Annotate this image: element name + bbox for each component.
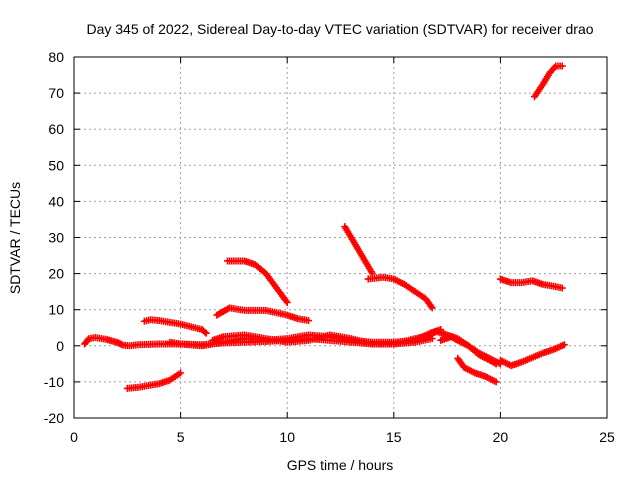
series-track-11	[437, 333, 504, 368]
y-tick-label: 80	[48, 49, 64, 65]
y-axis-label: SDTVAR / TECUs	[7, 182, 23, 294]
data-point	[492, 378, 500, 386]
x-axis-label: GPS time / hours	[287, 457, 394, 473]
data-point	[558, 62, 566, 70]
data-point	[201, 328, 209, 336]
series-track-4	[140, 316, 210, 337]
tick-labels: 0 5 10 15 20 25 -20 -10 0 10 20 30 40 50 60 70 80	[44, 49, 615, 445]
series-track-8	[341, 223, 376, 278]
y-tick-label: 30	[48, 230, 64, 246]
x-tick-label: 15	[386, 429, 402, 445]
data-point	[427, 302, 435, 310]
y-tick-label: 60	[48, 121, 64, 137]
chart-title: Day 345 of 2022, Sidereal Day-to-day VTE…	[86, 21, 593, 37]
x-tick-label: 0	[70, 429, 78, 445]
y-tick-label: -20	[44, 410, 64, 426]
data-point	[428, 304, 436, 312]
data-point	[305, 317, 313, 325]
y-tick-label: 40	[48, 193, 64, 209]
data-point	[558, 284, 566, 292]
x-tick-label: 20	[493, 429, 509, 445]
data-layer	[81, 62, 568, 392]
data-point	[202, 329, 210, 337]
y-tick-label: 70	[48, 85, 64, 101]
series-track-5	[213, 304, 313, 325]
series-track-3	[209, 331, 436, 348]
y-tick-label: 50	[48, 157, 64, 173]
y-tick-label: 10	[48, 302, 64, 318]
y-tick-label: 0	[56, 338, 64, 354]
x-tick-label: 5	[177, 429, 185, 445]
y-tick-label: -10	[44, 374, 64, 390]
series-track-9	[364, 273, 436, 312]
x-tick-label: 10	[279, 429, 295, 445]
y-tick-label: 20	[48, 266, 64, 282]
series-track-6	[224, 257, 291, 306]
series-track-13	[496, 341, 568, 370]
data-point	[551, 63, 559, 71]
series-track-15	[531, 62, 566, 101]
data-point	[560, 341, 568, 349]
series-track-7	[123, 369, 185, 392]
grid	[74, 57, 607, 418]
plot-frame	[73, 56, 608, 419]
x-tick-label: 25	[599, 429, 615, 445]
series-track-14	[496, 275, 566, 292]
data-point	[283, 298, 291, 306]
data-point	[177, 369, 185, 377]
series-track-12	[454, 354, 500, 386]
